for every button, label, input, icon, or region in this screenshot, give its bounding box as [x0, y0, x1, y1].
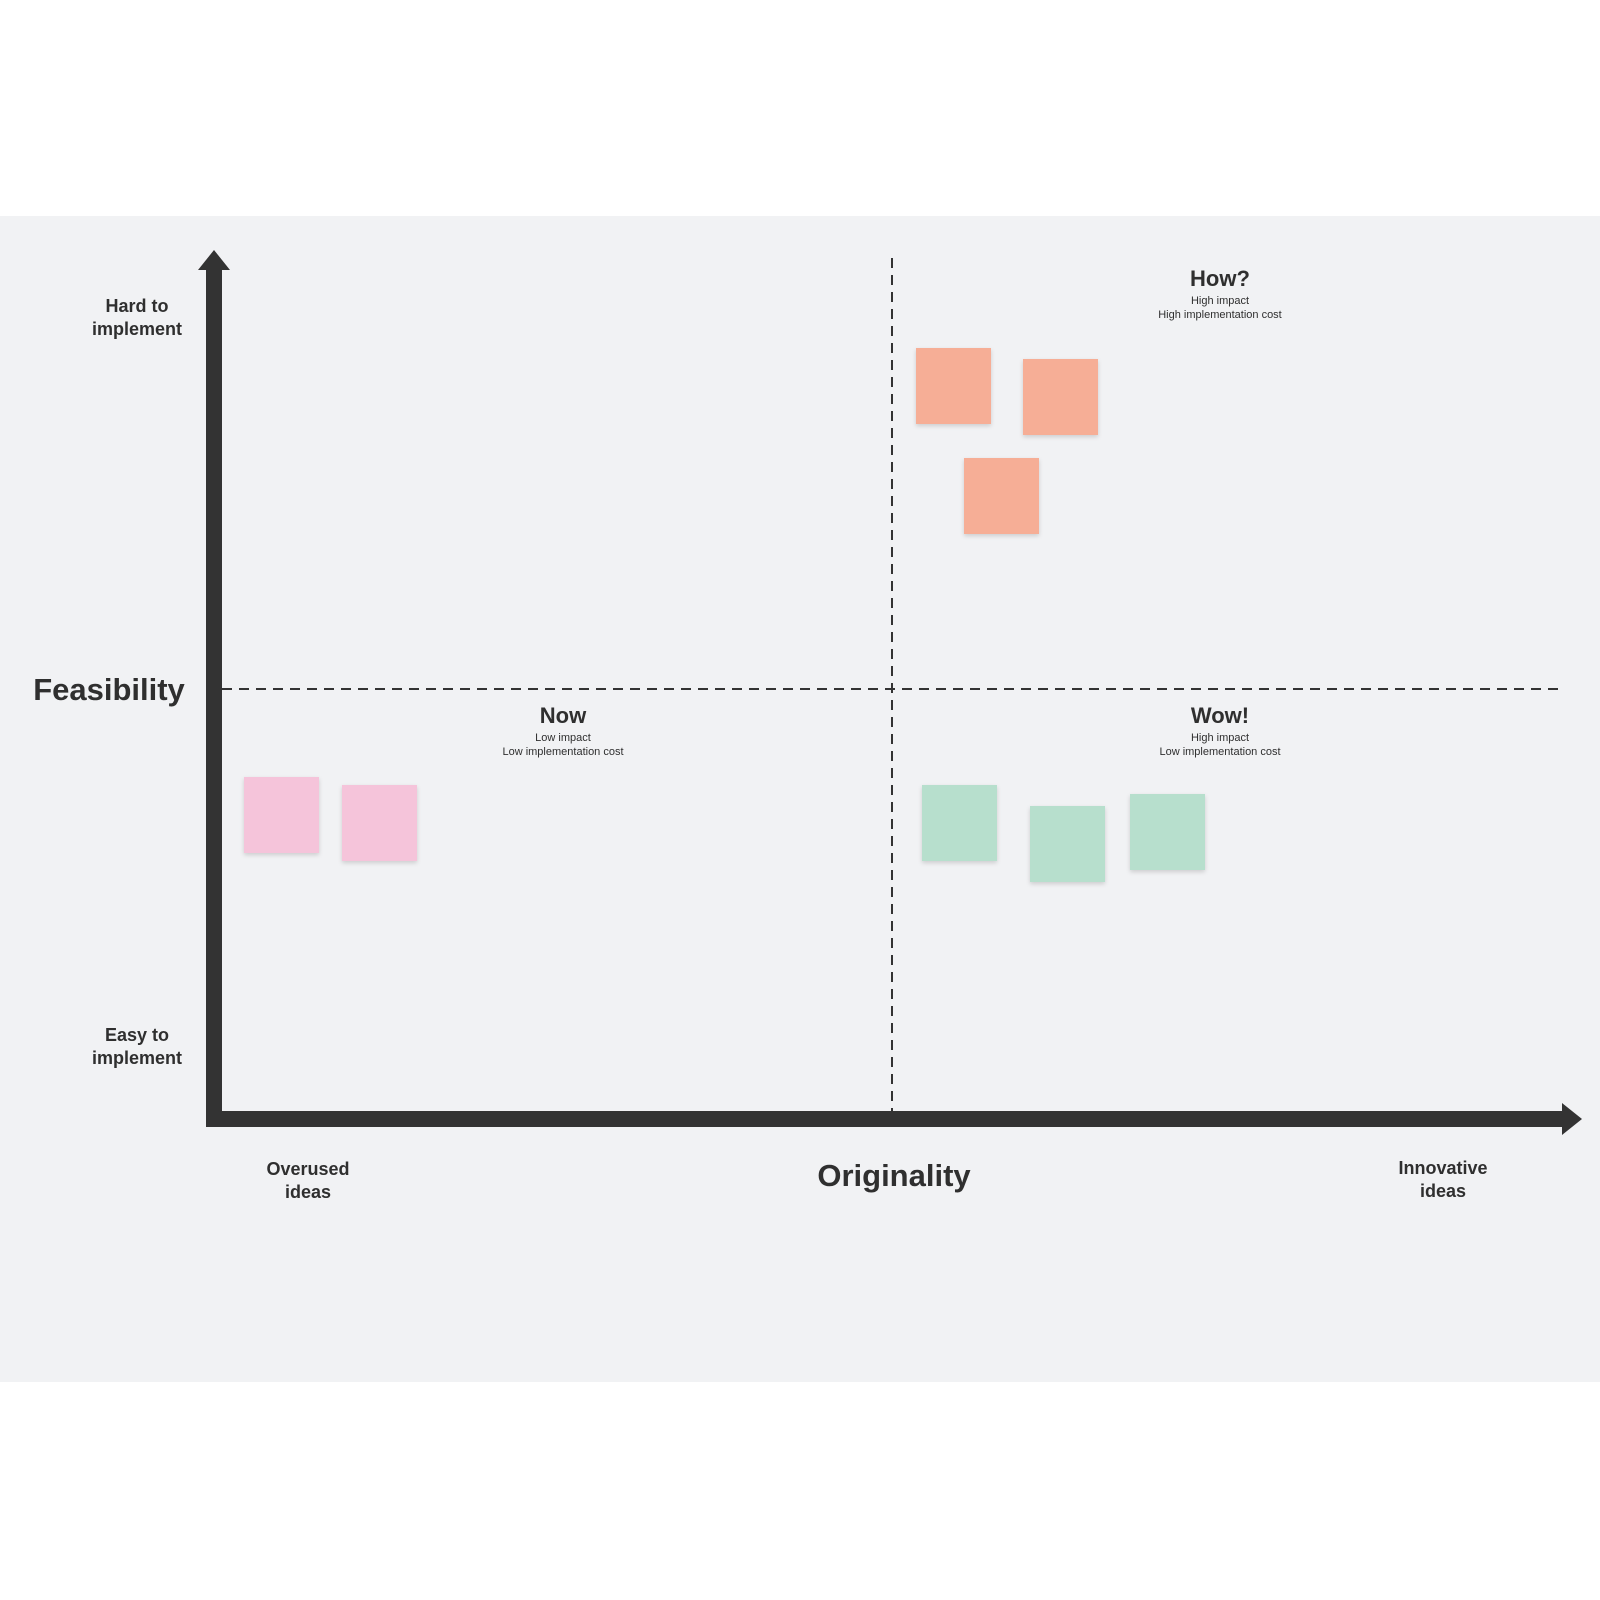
sticky-note[interactable]	[1030, 806, 1105, 882]
sticky-note[interactable]	[916, 348, 991, 424]
x-left-label: Overused	[266, 1159, 349, 1179]
x-right-label: ideas	[1420, 1181, 1466, 1201]
y-top-label: implement	[92, 319, 182, 339]
sticky-note[interactable]	[1130, 794, 1205, 870]
x-left-label: ideas	[285, 1182, 331, 1202]
quadrant-note: Low implementation cost	[502, 746, 623, 758]
x-axis-arrow	[1562, 1103, 1582, 1135]
quadrant-title: How?	[1190, 266, 1250, 291]
y-bottom-label: implement	[92, 1048, 182, 1068]
y-bottom-label: Easy to	[105, 1025, 169, 1045]
quadrant-note: Low impact	[535, 732, 591, 744]
quadrant-note: Low implementation cost	[1159, 746, 1280, 758]
x-axis-title: Originality	[817, 1158, 971, 1193]
board-background	[0, 216, 1600, 1382]
y-axis-arrow	[198, 250, 230, 270]
sticky-note[interactable]	[964, 458, 1039, 534]
x-right-label: Innovative	[1398, 1158, 1487, 1178]
sticky-notes	[244, 348, 1205, 882]
y-axis-title: Feasibility	[33, 672, 185, 707]
quadrant-note: High impact	[1191, 732, 1249, 744]
y-top-label: Hard to	[106, 296, 169, 316]
quadrant-note: High impact	[1191, 295, 1249, 307]
quadrant-note: High implementation cost	[1158, 309, 1282, 321]
quadrant-title: Now	[540, 703, 587, 728]
sticky-note[interactable]	[342, 785, 417, 861]
quadrant-title: Wow!	[1191, 703, 1249, 728]
sticky-note[interactable]	[922, 785, 997, 861]
sticky-note[interactable]	[244, 777, 319, 853]
sticky-note[interactable]	[1023, 359, 1098, 435]
